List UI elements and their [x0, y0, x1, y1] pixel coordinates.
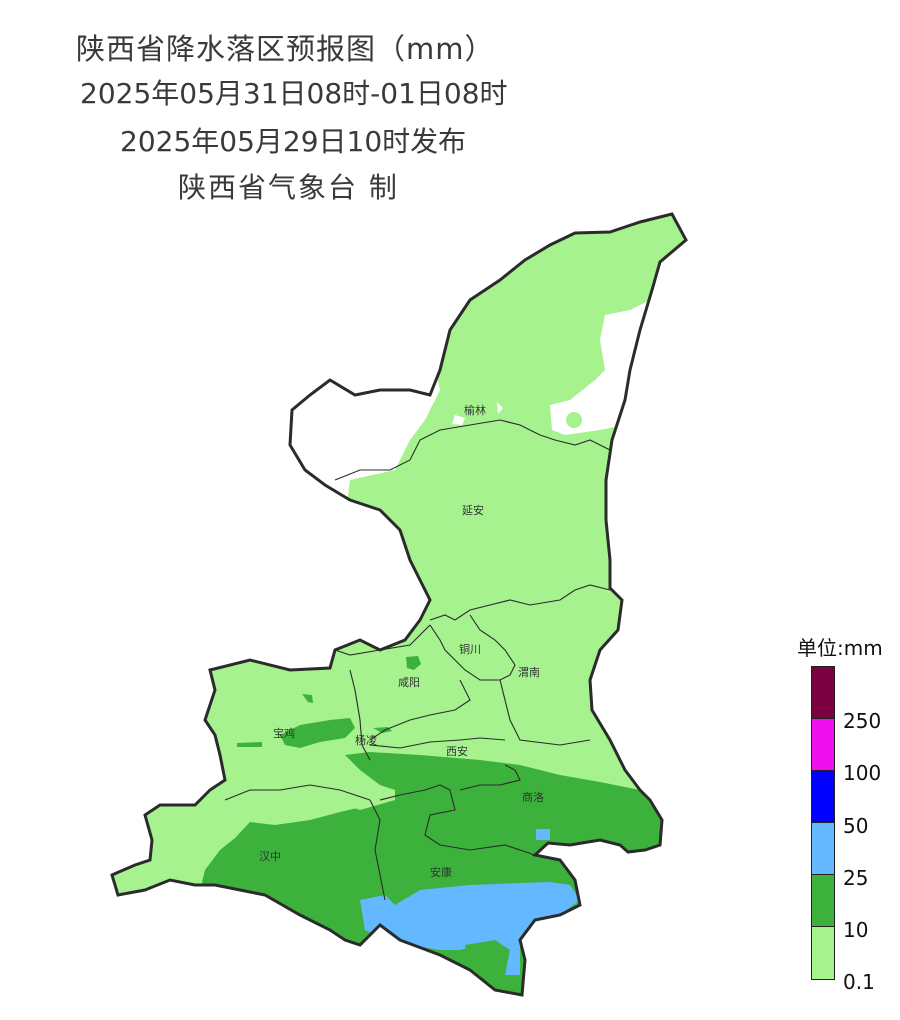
map-title: 陕西省降水落区预报图（mm）	[76, 32, 495, 66]
legend-tick: 100	[843, 761, 882, 785]
legend-swatch-250plus	[812, 667, 834, 719]
city-label-yanan: 延安	[462, 503, 484, 517]
legend-swatch-100-250	[812, 719, 834, 771]
legend-unit: 单位:mm	[797, 636, 883, 660]
city-label-tongchuan: 铜川	[459, 642, 481, 656]
legend-tick: 50	[843, 814, 869, 838]
city-label-shangluo: 商洛	[522, 790, 544, 804]
city-label-yulin: 榆林	[464, 403, 486, 417]
legend-tick: 10	[843, 918, 869, 942]
producer: 陕西省气象台 制	[178, 171, 399, 204]
legend-tick: 0.1	[843, 970, 875, 994]
forecast-period: 2025年05月31日08时-01日08时	[80, 77, 508, 110]
legend-swatch-50-100	[812, 771, 834, 823]
city-label-baoji: 宝鸡	[273, 726, 295, 740]
issue-time: 2025年05月29日10时发布	[120, 125, 467, 158]
city-label-hanzhong: 汉中	[259, 850, 281, 863]
legend-swatch-25-50	[812, 823, 834, 875]
legend-swatch-0.1-10	[812, 927, 834, 979]
city-label-xian: 西安	[446, 744, 468, 758]
city-labels: 榆林 延安 铜川 渭南 咸阳 宝鸡 杨凌 西安 商洛 汉中 安康	[259, 403, 544, 879]
city-label-yangling: 杨凌	[355, 733, 377, 747]
legend-tick: 250	[843, 709, 882, 733]
city-label-xianyang: 咸阳	[398, 676, 420, 689]
city-label-weinan: 渭南	[518, 666, 540, 679]
city-label-ankang: 安康	[430, 865, 452, 879]
legend-tick: 25	[843, 866, 869, 890]
legend-colorbar	[811, 666, 835, 980]
legend-swatch-10-25	[812, 875, 834, 927]
